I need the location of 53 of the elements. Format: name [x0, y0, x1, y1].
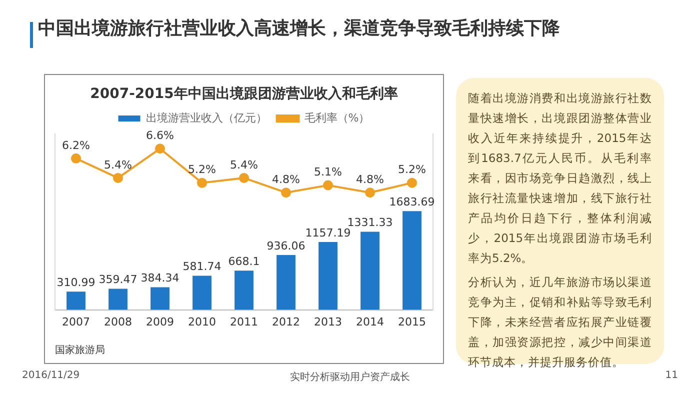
data-label: 581.74: [182, 260, 222, 274]
data-label: 1683.69: [389, 195, 435, 208]
x-tick-label: 2014: [356, 315, 384, 328]
chart-title: 中国出境游旅行社营业收入高速增长，渠道竞争导致毛利持续下降: [38, 18, 561, 40]
point: [71, 153, 81, 164]
point: [197, 178, 207, 188]
bar: [276, 254, 296, 310]
x-tick-label: 2013: [314, 315, 342, 328]
data-label: 310.99: [56, 276, 96, 289]
data-label: 6.6%: [146, 129, 174, 142]
text: 国家旅游局: [55, 344, 105, 357]
bar: [108, 288, 128, 310]
data-label: 936.06: [266, 239, 306, 252]
data-label: 4.8%: [272, 172, 300, 186]
data-label: 668.1: [228, 255, 260, 268]
bar: [150, 287, 170, 310]
bar: [402, 211, 422, 310]
bar: [234, 270, 254, 310]
chart-subtitle: 2007-2015年中国出境跟团游营业收入和毛利率: [89, 85, 399, 103]
bar: [318, 242, 338, 310]
point: [239, 172, 249, 183]
data-label: 359.47: [98, 273, 138, 286]
x-tick-label: 2007: [62, 315, 90, 328]
point: [365, 188, 375, 198]
bar: [66, 292, 86, 310]
x-tick-label: 2008: [104, 315, 132, 328]
x-tick-label: 2011: [230, 315, 258, 328]
bar: [192, 276, 212, 310]
point: [323, 180, 333, 190]
data-label: 384.34: [140, 272, 180, 285]
point: [155, 144, 165, 154]
data-label: 5.2%: [398, 163, 426, 176]
text: 随着出境游消费和出境游旅行社数量快速增长，出境跟团游整体营业收入近年来持续提升，2015年达到1683.7亿元人民币。从毛利率来看，因市场竞争日趋激烈，线上旅行社流量快速增加，线下旅行社产品均价日趋下行，整体利润减少，2015年出境跟团游市场毛利率为5.2%。: [468, 91, 652, 265]
data-label: 5.2%: [188, 163, 216, 176]
legend-label: 毛利率（%）: [304, 111, 370, 124]
x-tick-label: 2010: [188, 315, 216, 328]
text: 实时分析驱动用户资产成长: [290, 372, 410, 383]
bar: [360, 232, 380, 310]
text: 11: [665, 370, 678, 381]
x-tick-label: 2015: [398, 315, 426, 328]
x-tick-label: 2009: [146, 315, 174, 328]
point: [407, 178, 417, 188]
data-label: 5.4%: [230, 158, 258, 172]
data-label: 6.2%: [62, 138, 90, 152]
point: [113, 172, 123, 183]
data-label: 4.8%: [356, 172, 384, 186]
data-label: 5.4%: [104, 158, 132, 172]
legend-label: 出境游营业收入（亿元）: [146, 111, 267, 124]
text: 2016/11/29: [22, 370, 80, 381]
point: [281, 188, 291, 198]
data-label: 5.1%: [314, 166, 342, 179]
x-tick-label: 2012: [272, 315, 300, 328]
text: 分析认为，近几年旅游市场以渠道竞争为主，促销和补贴等导致毛利下降，未来经营者应拓展产业链覆盖，加强资源把控，减少中间渠道环节成本，并提升服务价值。: [468, 274, 652, 371]
